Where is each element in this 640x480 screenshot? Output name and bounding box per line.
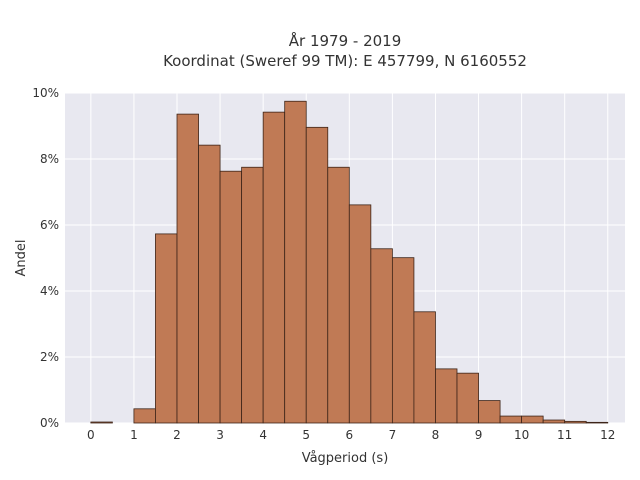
histogram-bar — [284, 100, 307, 424]
histogram-bar — [262, 111, 286, 424]
x-tick-label: 3 — [216, 428, 224, 442]
y-tick-label: 10% — [32, 86, 59, 100]
x-tick-label: 6 — [345, 428, 353, 442]
histogram-bar — [133, 408, 156, 424]
histogram-bar — [456, 372, 479, 424]
x-tick-label: 5 — [302, 428, 310, 442]
x-tick-label: 0 — [87, 428, 95, 442]
x-tick-label: 9 — [475, 428, 483, 442]
y-tick-label: 6% — [40, 218, 59, 232]
x-tick-label: 12 — [600, 428, 615, 442]
histogram-bar — [478, 400, 501, 424]
histogram-bar — [176, 113, 199, 424]
y-tick-label: 4% — [40, 284, 59, 298]
histogram-bar — [370, 248, 393, 424]
x-tick-label: 8 — [432, 428, 440, 442]
chart-title-line-2: Koordinat (Sweref 99 TM): E 457799, N 61… — [163, 52, 527, 70]
x-axis-label: Vågperiod (s) — [302, 451, 389, 466]
y-tick-label: 2% — [40, 350, 59, 364]
histogram-bar — [413, 311, 436, 424]
x-tick-label: 4 — [259, 428, 267, 442]
histogram-bar — [155, 233, 178, 424]
histogram-bar — [348, 204, 372, 424]
histogram-bar — [327, 166, 350, 424]
histogram-bar — [90, 421, 113, 424]
histogram-bar — [241, 166, 264, 424]
x-tick-label: 2 — [173, 428, 181, 442]
histogram-bar — [499, 415, 523, 424]
histogram-bar — [305, 126, 329, 424]
y-axis-label: Andel — [14, 240, 29, 277]
y-tick-label: 0% — [40, 416, 59, 430]
histogram-bar — [435, 368, 458, 424]
plot-area: 0 1 2 3 4 5 6 7 8 9 10 11 120%2%4%6%8%10% — [32, 86, 625, 442]
histogram-bar — [521, 415, 544, 424]
histogram-bar — [391, 257, 415, 424]
histogram-bar — [198, 144, 221, 424]
histogram-bar — [585, 421, 609, 424]
histogram-bar — [219, 170, 243, 424]
histogram-bar — [564, 420, 587, 424]
x-tick-label: 1 — [130, 428, 138, 442]
x-tick-label: 10 — [514, 428, 529, 442]
x-tick-label: 11 — [557, 428, 572, 442]
chart-title-line-1: År 1979 - 2019 — [289, 31, 402, 50]
x-tick-label: 7 — [389, 428, 397, 442]
histogram-bar — [542, 419, 566, 424]
y-tick-label: 8% — [40, 152, 59, 166]
